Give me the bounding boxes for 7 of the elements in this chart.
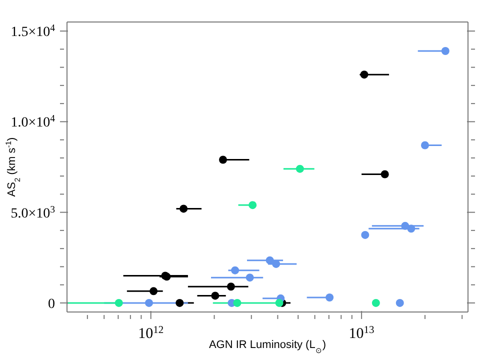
y-tick-label: 1.0×10$^{4}$ xyxy=(10,113,56,131)
x-axis-title: AGN IR Luminosity (L$_{⊙}$) xyxy=(208,339,326,354)
x-tick-label: 10$^{13}$ xyxy=(348,324,374,342)
y-tick-label: 0 xyxy=(48,296,55,312)
y-tick-label: 5.0×10$^{3}$ xyxy=(10,204,56,222)
x-tick-label: 10$^{12}$ xyxy=(138,324,164,342)
y-tick-label: 1.5×10$^{4}$ xyxy=(10,22,56,40)
